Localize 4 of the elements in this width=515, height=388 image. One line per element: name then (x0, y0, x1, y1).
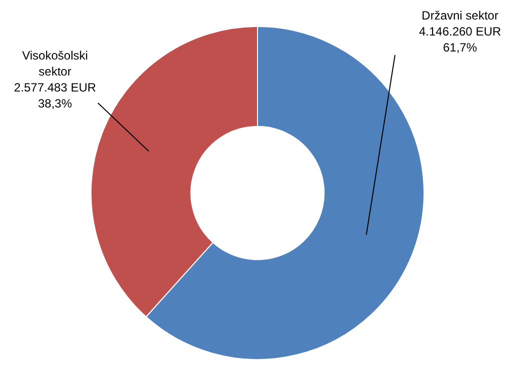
slice-label: Državni sektor (422, 8, 498, 22)
slice-label: Visokošolski sektor (22, 48, 88, 78)
data-label: 4.146.260 EUR 61,7% (418, 24, 502, 54)
data-label: 2.577.483 EUR 38,3% (14, 80, 96, 110)
